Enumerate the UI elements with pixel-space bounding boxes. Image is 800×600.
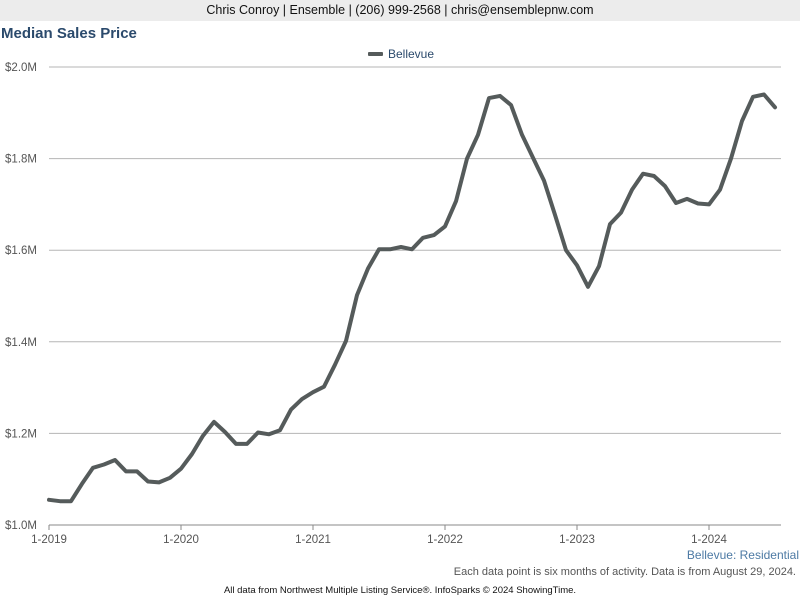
legend-swatch-bellevue [368, 52, 383, 56]
x-axis-labels: 1-2019 1-2020 1-2021 1-2022 1-2023 1-2024 [31, 534, 727, 546]
x-tick-label: 1-2022 [427, 534, 463, 546]
series-tag: Bellevue: Residential [686, 548, 799, 562]
y-tick-label: $1.4M [5, 337, 37, 349]
y-axis-labels: $1.0M $1.2M $1.4M $1.6M $1.8M $2.0M [5, 62, 37, 532]
series-line-bellevue [47, 92, 777, 504]
x-tick-label: 1-2021 [295, 534, 331, 546]
chart-title: Median Sales Price [1, 25, 137, 42]
legend-label-bellevue: Bellevue [388, 47, 435, 61]
x-tick-label: 1-2023 [559, 534, 595, 546]
y-tick-label: $1.0M [5, 520, 37, 532]
y-tick-label: $2.0M [5, 62, 37, 74]
contact-header: Chris Conroy | Ensemble | (206) 999-2568… [0, 0, 800, 21]
data-credits: All data from Northwest Multiple Listing… [223, 585, 577, 596]
data-footnote: Each data point is six months of activit… [453, 566, 796, 578]
x-tick-label: 1-2019 [31, 534, 67, 546]
series-group [47, 92, 777, 504]
x-tick-label: 1-2024 [691, 534, 727, 546]
x-axis-ticks [48, 525, 710, 530]
legend: Bellevue [368, 46, 434, 62]
y-tick-label: $1.8M [5, 154, 37, 166]
y-tick-label: $1.2M [5, 428, 37, 440]
x-tick-label: 1-2020 [163, 534, 199, 546]
gridlines [49, 66, 781, 526]
y-tick-label: $1.6M [5, 245, 37, 257]
